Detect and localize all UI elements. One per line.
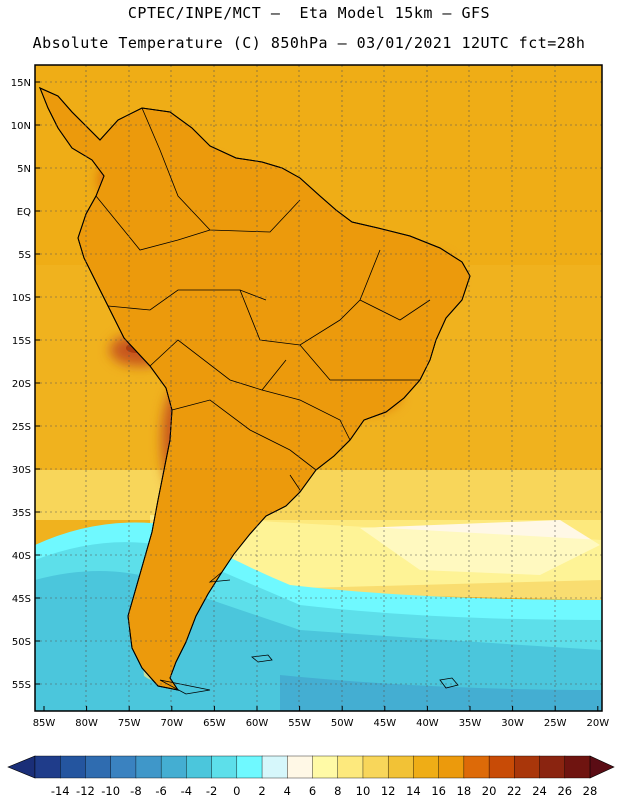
lon-label: 80W xyxy=(75,718,98,729)
colorbar-swatch xyxy=(413,755,440,779)
colorbar-label: 26 xyxy=(557,784,572,798)
lat-label: 20S xyxy=(12,379,31,390)
lat-label: 5N xyxy=(17,164,31,175)
lon-label: 85W xyxy=(33,718,56,729)
colorbar-label: 4 xyxy=(284,784,291,798)
colorbar-swatch xyxy=(60,755,86,779)
colorbar-label: 12 xyxy=(381,784,396,798)
lon-label: 55W xyxy=(288,718,311,729)
lat-label: 15S xyxy=(12,336,31,347)
lat-label: 35S xyxy=(12,508,31,519)
colorbar-swatch xyxy=(211,755,238,779)
colorbar xyxy=(7,755,615,779)
temperature-field xyxy=(35,65,602,711)
colorbar-label: -2 xyxy=(206,784,217,798)
colorbar-swatch xyxy=(110,755,137,779)
country-borders xyxy=(95,107,431,583)
lon-label: 50W xyxy=(331,718,354,729)
lat-label: 30S xyxy=(12,465,31,476)
colorbar-label: 10 xyxy=(356,784,371,798)
colorbar-label: 16 xyxy=(431,784,446,798)
colorbar-swatch xyxy=(160,755,187,779)
colorbar-label: 18 xyxy=(457,784,472,798)
colorbar-swatch xyxy=(312,755,339,779)
colorbar-swatch xyxy=(236,755,263,779)
map-title-line1: CPTEC/INPE/MCT – Eta Model 15km – GFS xyxy=(127,4,491,22)
colorbar-label: -8 xyxy=(130,784,141,798)
lon-label: 30W xyxy=(501,718,524,729)
colorbar-min-arrow xyxy=(7,755,36,779)
colorbar-swatch xyxy=(463,755,490,779)
map-frame xyxy=(34,64,603,712)
colorbar-label: -14 xyxy=(51,784,70,798)
colorbar-label: 22 xyxy=(507,784,522,798)
colorbar-labels: -14 -12 -10 -8 -6 -4 -2 0 2 4 6 8 10 12 14 16 18 20 22 24 26… xyxy=(51,784,597,798)
longitude-labels: 85W 80W 75W 70W 65W 60W 55W 50W 45W 40W 35W 30W 25W 2… xyxy=(33,706,609,729)
colorbar-label: -10 xyxy=(101,784,120,798)
colorbar-swatch xyxy=(514,755,541,779)
colorbar-label: 2 xyxy=(258,784,265,798)
lat-label: 10S xyxy=(12,293,31,304)
colorbar-label: -6 xyxy=(155,784,166,798)
lat-label: 15N xyxy=(11,78,31,89)
colorbar-swatch xyxy=(362,755,389,779)
lon-label: 60W xyxy=(246,718,269,729)
colorbar-swatch xyxy=(135,755,162,779)
lon-label: 75W xyxy=(118,718,141,729)
colorbar-label: 24 xyxy=(532,784,547,798)
lon-label: 35W xyxy=(459,718,482,729)
colorbar-swatch xyxy=(438,755,465,779)
colorbar-swatch xyxy=(564,755,591,779)
lat-label: 5S xyxy=(18,250,31,261)
coastline xyxy=(39,87,471,691)
lat-label: EQ xyxy=(17,207,31,218)
lon-label: 20W xyxy=(586,718,609,729)
map-title-line2: Absolute Temperature (C) 850hPa – 03/01/… xyxy=(32,34,586,52)
lon-label: 45W xyxy=(373,718,396,729)
colorbar-swatch xyxy=(34,755,61,779)
lon-label: 25W xyxy=(544,718,567,729)
lat-label: 25S xyxy=(12,422,31,433)
colorbar-swatch xyxy=(337,755,364,779)
lat-label: 40S xyxy=(12,551,31,562)
latitude-labels: 15N 10N 5N EQ 5S 10S 15S 20S 25S 30S 35S 40S 45S 50S 5… xyxy=(11,78,40,691)
colorbar-swatch xyxy=(488,755,515,779)
colorbar-swatch xyxy=(287,755,314,779)
lat-label: 45S xyxy=(12,594,31,605)
lon-label: 65W xyxy=(203,718,226,729)
lat-label: 50S xyxy=(12,637,31,648)
colorbar-label: 14 xyxy=(406,784,421,798)
lat-label: 55S xyxy=(12,680,31,691)
lon-label: 70W xyxy=(160,718,183,729)
lat-label: 10N xyxy=(11,121,31,132)
colorbar-label: -12 xyxy=(76,784,95,798)
colorbar-label: 20 xyxy=(482,784,497,798)
colorbar-swatch xyxy=(387,755,414,779)
colorbar-swatch xyxy=(261,755,288,779)
colorbar-swatch xyxy=(186,755,213,779)
lon-label: 40W xyxy=(416,718,439,729)
colorbar-label: 6 xyxy=(309,784,316,798)
colorbar-label: 28 xyxy=(583,784,598,798)
colorbar-swatch xyxy=(85,755,112,779)
colorbar-label: -4 xyxy=(181,784,192,798)
colorbar-label: 0 xyxy=(233,784,240,798)
colorbar-max-arrow xyxy=(589,755,615,779)
colorbar-swatch xyxy=(539,755,566,779)
colorbar-label: 8 xyxy=(334,784,341,798)
